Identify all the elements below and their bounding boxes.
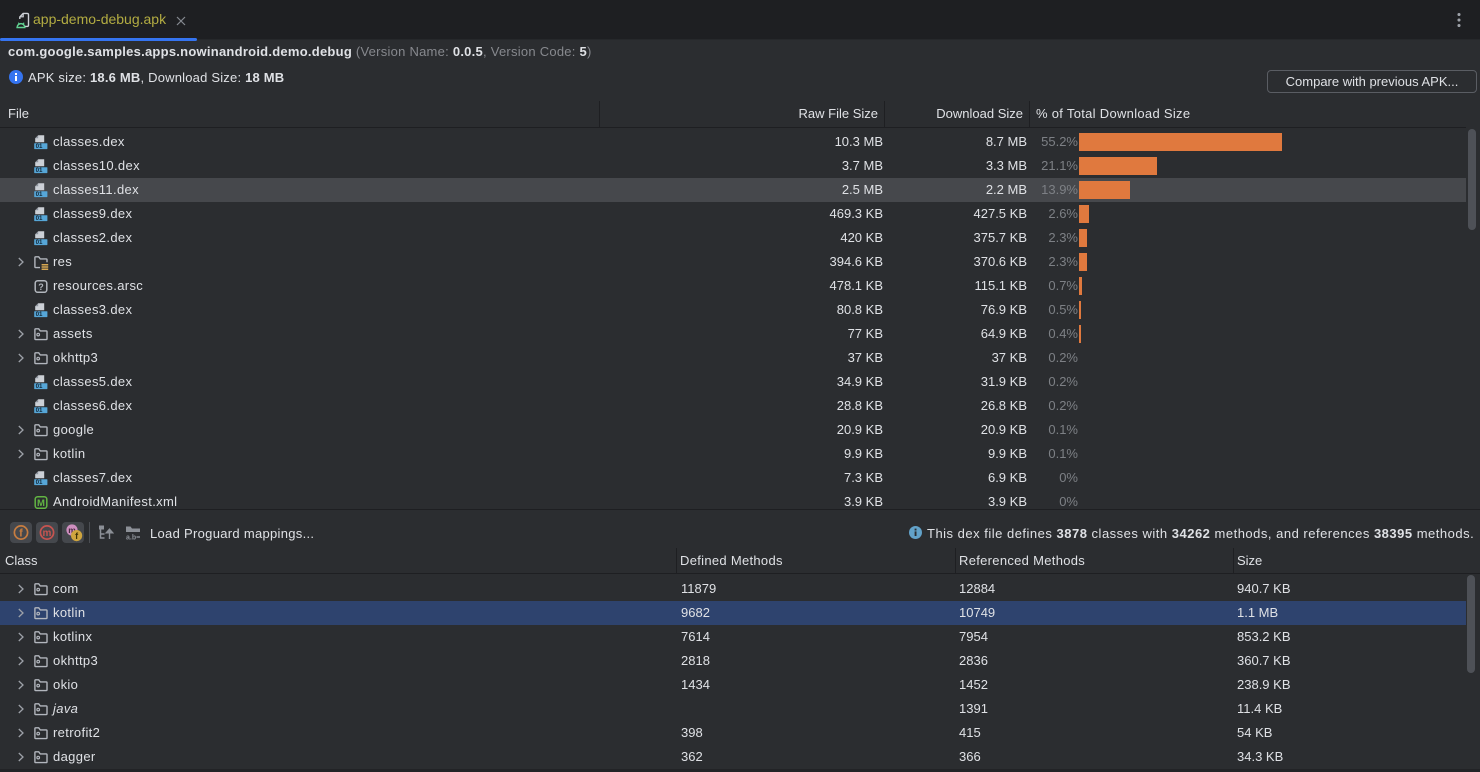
- svg-text:01: 01: [36, 143, 43, 150]
- svg-text:m: m: [43, 528, 52, 539]
- svg-text:01: 01: [36, 239, 43, 246]
- svg-text:01: 01: [36, 311, 43, 318]
- svg-text:01: 01: [36, 383, 43, 390]
- svg-text:f: f: [75, 531, 79, 541]
- svg-text:01: 01: [36, 191, 43, 198]
- svg-text:01: 01: [36, 407, 43, 414]
- svg-text:?: ?: [38, 282, 44, 292]
- svg-text:01: 01: [36, 167, 43, 174]
- svg-text:01: 01: [36, 479, 43, 486]
- svg-text:f: f: [19, 528, 23, 540]
- svg-text:m: m: [68, 525, 76, 535]
- svg-text:a.b: a.b: [126, 535, 136, 542]
- svg-text:M: M: [37, 498, 45, 509]
- svg-text:01: 01: [36, 215, 43, 222]
